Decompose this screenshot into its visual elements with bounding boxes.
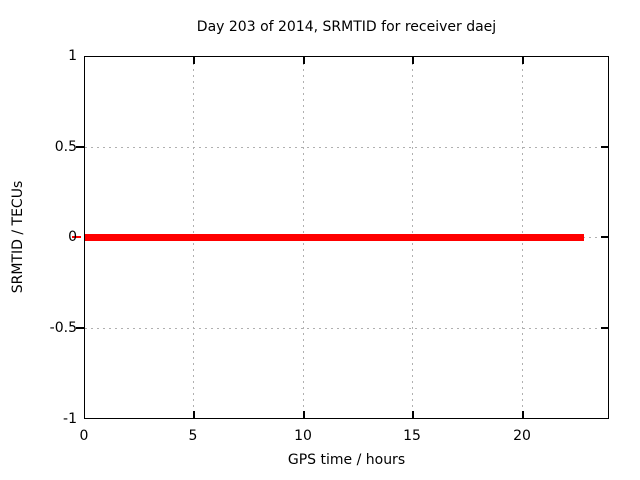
bottom-tick-20 bbox=[522, 411, 524, 418]
y-tick-label-0.5: 0.5 bbox=[54, 139, 77, 155]
right-tick--0.5 bbox=[601, 327, 608, 329]
gridline-y--0.5 bbox=[85, 328, 608, 329]
x-tick-label-20: 20 bbox=[513, 428, 531, 444]
y-tick-label-1: 1 bbox=[68, 48, 77, 64]
top-tick-20 bbox=[522, 57, 524, 64]
bottom-tick-15 bbox=[412, 411, 414, 418]
x-tick-label-15: 15 bbox=[403, 428, 421, 444]
y-tick-label-0: 0 bbox=[68, 229, 77, 245]
y-tick-label--0.5: -0.5 bbox=[49, 320, 77, 336]
x-tick-label-5: 5 bbox=[188, 428, 198, 444]
x-tick-label-0: 0 bbox=[79, 428, 89, 444]
left-tick-0-red bbox=[72, 236, 81, 238]
right-tick-0.5 bbox=[601, 146, 608, 148]
right-tick-0 bbox=[601, 236, 608, 238]
top-tick-10 bbox=[303, 57, 305, 64]
top-tick-5 bbox=[193, 57, 195, 64]
bottom-tick-10 bbox=[303, 411, 305, 418]
left-tick--0.5 bbox=[76, 327, 85, 329]
chart-title: Day 203 of 2014, SRMTID for receiver dae… bbox=[196, 19, 497, 35]
top-tick-15 bbox=[412, 57, 414, 64]
left-tick-0.5 bbox=[76, 146, 85, 148]
y-tick-label--1: -1 bbox=[63, 411, 77, 427]
series-srmtid-line bbox=[85, 234, 584, 241]
x-tick-label-10: 10 bbox=[294, 428, 312, 444]
plot-area bbox=[84, 56, 609, 419]
x-axis-title: GPS time / hours bbox=[287, 452, 406, 468]
bottom-tick-5 bbox=[193, 411, 195, 418]
gridline-y-0.5 bbox=[85, 147, 608, 148]
